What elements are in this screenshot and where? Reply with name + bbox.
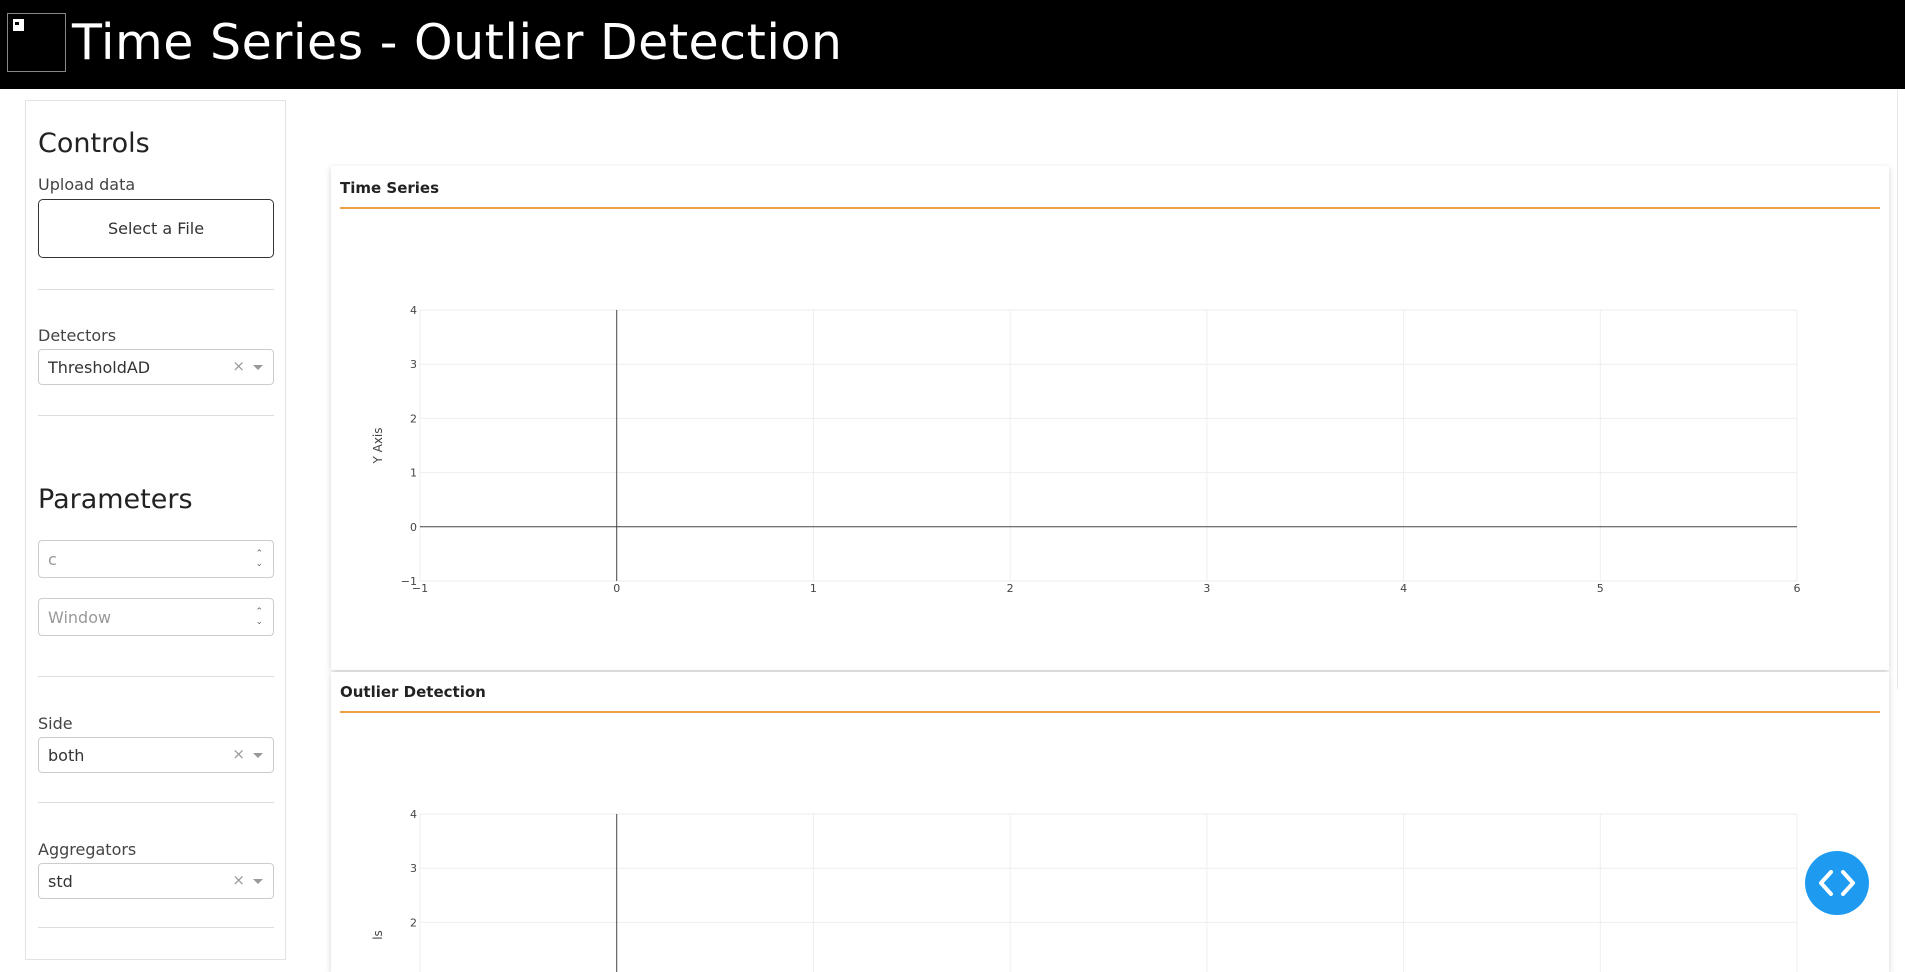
clear-icon[interactable]: × — [232, 357, 245, 375]
accent-divider — [340, 207, 1880, 209]
y-tick-label: 4 — [410, 304, 417, 317]
divider — [38, 676, 274, 677]
x-tick-label: 3 — [1203, 582, 1210, 595]
detectors-label: Detectors — [38, 326, 117, 345]
app-header: Time Series - Outlier Detection — [0, 0, 1905, 89]
chevron-down-icon[interactable] — [253, 753, 263, 758]
clear-icon[interactable]: × — [232, 871, 245, 889]
outlier-detection-chart[interactable]: 2 3 4 ls — [331, 672, 1889, 972]
window-input[interactable]: Window ⌃ ⌄ — [38, 598, 274, 636]
aggregators-select[interactable]: std × — [38, 863, 274, 899]
divider — [38, 289, 274, 290]
code-toggle-button[interactable] — [1805, 851, 1869, 915]
x-tick-label: 5 — [1597, 582, 1604, 595]
x-tick-label: −1 — [412, 582, 428, 595]
x-tick-label: 0 — [613, 582, 620, 595]
time-series-title: Time Series — [340, 179, 440, 197]
y-tick-label: 3 — [410, 862, 417, 875]
parameters-heading: Parameters — [38, 484, 193, 515]
divider — [38, 802, 274, 803]
y-tick-label: 2 — [410, 412, 417, 425]
divider — [38, 927, 274, 928]
c-placeholder: c — [48, 550, 57, 569]
time-series-card: Time Series −1 0 1 2 3 4 −1 0 1 2 3 4 5 6 Y Axis — [331, 166, 1889, 670]
controls-heading: Controls — [38, 128, 150, 159]
x-tick-label: 4 — [1400, 582, 1407, 595]
x-tick-label: 6 — [1794, 582, 1801, 595]
detectors-value: ThresholdAD — [48, 358, 151, 377]
x-tick-label: 1 — [810, 582, 817, 595]
divider — [38, 415, 274, 416]
code-brackets-icon — [1819, 870, 1855, 896]
time-series-chart[interactable]: −1 0 1 2 3 4 −1 0 1 2 3 4 5 6 Y Axis — [331, 166, 1889, 670]
x-tick-label: 2 — [1007, 582, 1014, 595]
stepper-icon[interactable]: ⌃ ⌄ — [255, 549, 263, 569]
aggregators-value: std — [48, 872, 73, 891]
page-scrollbar[interactable] — [1896, 89, 1905, 940]
y-tick-label: 0 — [410, 521, 417, 534]
aggregators-label: Aggregators — [38, 840, 137, 859]
upload-file-button[interactable]: Select a File — [38, 199, 274, 258]
app-logo-icon[interactable] — [7, 13, 66, 72]
page-title: Time Series - Outlier Detection — [72, 14, 843, 71]
c-input[interactable]: c ⌃ ⌄ — [38, 540, 274, 578]
clear-icon[interactable]: × — [232, 745, 245, 763]
y-tick-label: 1 — [410, 467, 417, 480]
side-value: both — [48, 746, 85, 765]
chevron-down-icon[interactable] — [253, 879, 263, 884]
y-axis-label: ls — [371, 930, 385, 940]
side-label: Side — [38, 714, 73, 733]
outlier-detection-card: Outlier Detection 2 3 4 ls — [331, 672, 1889, 972]
outlier-detection-title: Outlier Detection — [340, 683, 486, 701]
accent-divider — [340, 711, 1880, 713]
side-select[interactable]: both × — [38, 737, 274, 773]
y-tick-label: 4 — [410, 808, 417, 821]
controls-sidebar: Controls Upload data Select a File Detec… — [25, 100, 286, 960]
upload-label: Upload data — [38, 175, 136, 194]
y-axis-label: Y Axis — [371, 427, 385, 464]
y-tick-label: −1 — [401, 575, 417, 588]
y-tick-label: 3 — [410, 358, 417, 371]
detectors-select[interactable]: ThresholdAD × — [38, 349, 274, 385]
stepper-icon[interactable]: ⌃ ⌄ — [255, 607, 263, 627]
y-tick-label: 2 — [410, 916, 417, 929]
chevron-down-icon[interactable] — [253, 365, 263, 370]
window-placeholder: Window — [48, 608, 112, 627]
